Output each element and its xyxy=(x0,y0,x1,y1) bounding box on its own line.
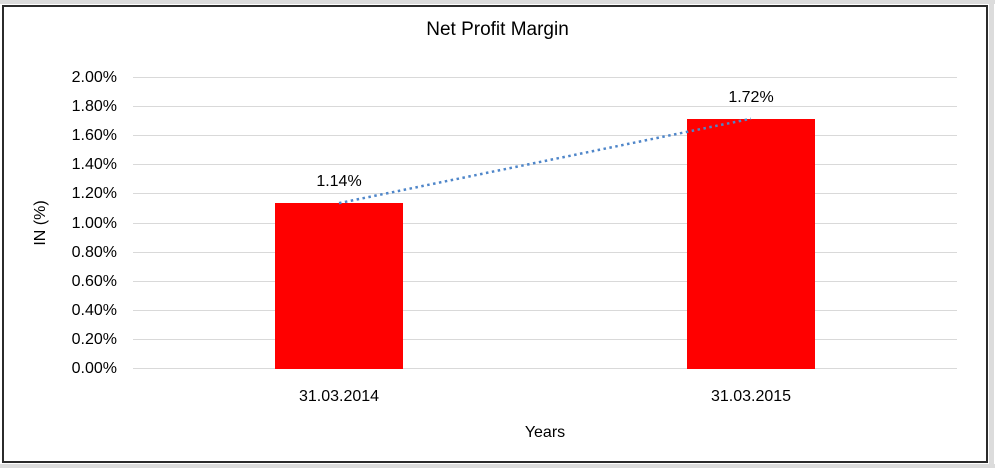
y-tick-label: 1.00% xyxy=(71,214,117,232)
y-tick-label: 0.20% xyxy=(71,330,117,348)
frame-shadow-bottom xyxy=(0,464,995,468)
x-axis: 31.03.2014 31.03.2015 xyxy=(133,389,957,407)
chart-title: Net Profit Margin xyxy=(426,19,569,40)
y-tick-label: 2.00% xyxy=(71,69,117,86)
trendline xyxy=(338,117,752,205)
gridline xyxy=(133,106,957,108)
y-tick-label: 1.60% xyxy=(71,127,117,145)
gridline xyxy=(133,222,957,224)
bar xyxy=(274,203,404,369)
frame-border xyxy=(2,5,988,463)
gridline xyxy=(133,368,957,369)
x-category-label: 31.03.2015 xyxy=(710,388,792,405)
frame-shadow-right xyxy=(989,4,994,464)
plot-area: 1.14% 1.72% xyxy=(133,77,957,369)
y-tick-label: 1.40% xyxy=(71,156,117,174)
y-axis: 0.00% 0.20% 0.40% 0.60% 0.80% 1.00% 1.20% 1.40%… xyxy=(0,70,117,377)
gridline xyxy=(133,193,957,195)
frame-shadow-top xyxy=(0,0,995,4)
y-tick-label: 0.80% xyxy=(71,243,117,261)
data-label: 1.72% xyxy=(728,88,774,106)
y-tick-label: 0.60% xyxy=(71,272,117,290)
gridline xyxy=(133,251,957,253)
data-label: 1.14% xyxy=(316,173,362,191)
gridline xyxy=(133,77,957,78)
gridline xyxy=(133,309,957,311)
gridline xyxy=(133,280,957,282)
y-tick-label: 1.80% xyxy=(71,98,117,116)
x-axis-title: Years xyxy=(524,424,566,441)
bar xyxy=(686,118,816,369)
gridline xyxy=(133,338,957,340)
gridline xyxy=(133,135,957,137)
x-category-label: 31.03.2014 xyxy=(298,388,380,405)
y-tick-label: 1.20% xyxy=(71,185,117,203)
y-tick-label: 0.40% xyxy=(71,301,117,319)
gridline xyxy=(133,164,957,166)
y-tick-label: 0.00% xyxy=(71,360,117,377)
